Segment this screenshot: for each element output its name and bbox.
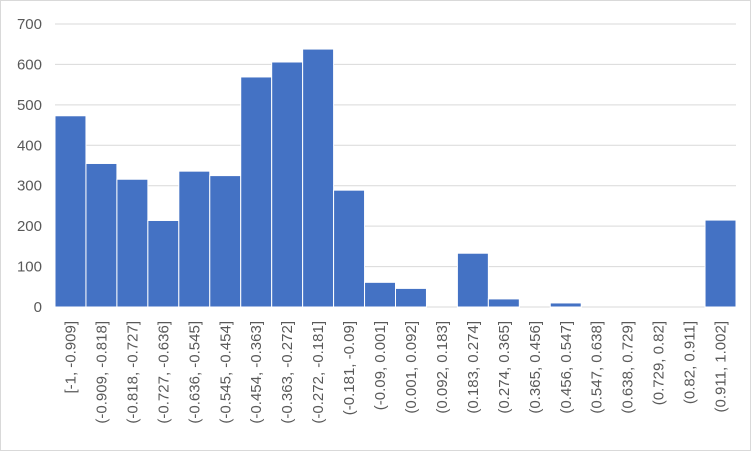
bar	[271, 61, 304, 308]
y-tick-label: 400	[17, 137, 42, 154]
bar	[549, 302, 582, 308]
x-tick-label: (0.183, 0.274]	[465, 321, 482, 414]
y-tick-label: 700	[17, 16, 42, 33]
x-tick-label: (-0.09, 0.001]	[372, 321, 389, 410]
x-tick-label: (0.274, 0.365]	[496, 321, 513, 414]
y-tick-label: 500	[17, 97, 42, 114]
x-tick-label: (-0.636, -0.545]	[186, 321, 203, 424]
bar-layer	[54, 48, 737, 308]
y-tick-label: 200	[17, 218, 42, 235]
x-tick-label: (-0.545, -0.454]	[217, 321, 234, 424]
x-tick-label: (-0.272, -0.181]	[310, 321, 327, 424]
y-tick-label: 600	[17, 56, 42, 73]
y-tick-label: 0	[34, 299, 42, 316]
x-tick-label: (-0.909, -0.818]	[93, 321, 110, 424]
bar	[364, 281, 396, 308]
x-axis: [-1, -0.909] (-0.909, -0.818] (-0.818, -0.…	[62, 321, 729, 424]
bar	[333, 189, 366, 308]
bar	[456, 252, 489, 308]
bar	[209, 175, 242, 308]
y-axis: 0 100 200 300 400 500 600 700	[17, 16, 42, 316]
x-tick-label: (0.001, 0.092]	[403, 321, 420, 414]
x-tick-label: (-0.454, -0.363]	[248, 321, 265, 424]
x-tick-label: (-0.818, -0.727]	[124, 321, 141, 424]
x-tick-label: (0.729, 0.82]	[651, 321, 668, 405]
bar	[704, 219, 737, 308]
bar	[147, 219, 180, 308]
y-tick-label: 100	[17, 259, 42, 276]
x-tick-label: (-0.181, -0.09]	[341, 321, 358, 415]
bar	[54, 115, 87, 308]
y-tick-label: 300	[17, 178, 42, 195]
x-tick-label: (0.365, 0.456]	[527, 321, 544, 414]
bar	[178, 170, 211, 308]
bar	[395, 287, 427, 308]
x-tick-label: [-1, -0.909]	[62, 321, 79, 394]
x-tick-label: (0.82, 0.911]	[682, 321, 699, 404]
x-tick-label: (0.547, 0.638]	[589, 321, 606, 414]
x-tick-label: (-0.363, -0.272]	[279, 321, 296, 424]
bar	[116, 178, 149, 308]
x-tick-label: (-0.727, -0.636]	[155, 321, 172, 424]
bar	[85, 162, 118, 308]
bar	[487, 298, 520, 308]
x-tick-label: (0.092, 0.183]	[434, 321, 451, 414]
x-tick-label: (0.911, 1.002]	[713, 321, 730, 412]
bar	[302, 48, 335, 308]
x-tick-label: (0.638, 0.729]	[620, 321, 637, 414]
bar	[240, 76, 273, 308]
x-tick-label: (0.456, 0.547]	[558, 321, 575, 414]
